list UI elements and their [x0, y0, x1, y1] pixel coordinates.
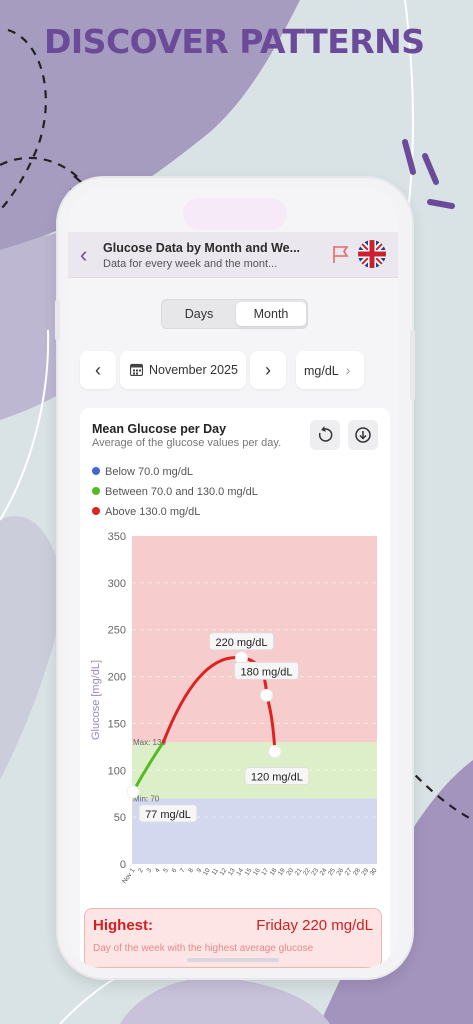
x-tick-label: 5 [162, 867, 170, 874]
highlight-value: Friday 220 mg/dL [256, 917, 373, 934]
x-tick-label: 19 [277, 867, 287, 877]
phone-volume-button [55, 300, 60, 340]
series-segment-high [161, 655, 243, 744]
data-label: 77 mg/dL [145, 809, 191, 821]
calendar-icon [129, 363, 144, 377]
x-tick-label: 23 [310, 867, 320, 877]
phone-side-button [410, 330, 415, 400]
previous-month-button[interactable]: ‹ [80, 351, 116, 389]
download-button[interactable] [348, 420, 378, 450]
data-label-box [209, 632, 274, 651]
x-tick-label: 22 [302, 867, 312, 877]
x-tick-label: 11 [210, 867, 220, 877]
chevron-right-icon: › [265, 360, 271, 380]
data-label: 120 mg/dL [251, 772, 303, 784]
period-label: November 2025 [149, 363, 238, 377]
x-tick-label: 12 [219, 867, 229, 877]
x-tick-label: 29 [360, 867, 370, 877]
x-tick-label: 18 [269, 867, 279, 877]
x-tick-label: 15 [244, 867, 254, 877]
highlight-description: Day of the week with the highest average… [93, 943, 314, 954]
y-axis-label: Glucose [mg/dL] [90, 660, 102, 740]
x-tick-label: 24 [319, 867, 329, 877]
data-point [126, 785, 140, 799]
x-tick-label: 13 [227, 867, 237, 877]
y-tick-label: 300 [108, 578, 126, 590]
chevron-left-icon: ‹ [95, 360, 101, 380]
card-subtitle: Average of the glucose values per day. [92, 437, 282, 449]
legend-item-between: Between 70.0 and 130.0 mg/dL [92, 486, 258, 498]
month-picker-button[interactable]: November 2025 [120, 351, 246, 389]
unit-selector[interactable]: mg/dL › [296, 351, 364, 389]
legend-item-below: Below 70.0 mg/dL [92, 466, 193, 478]
x-tick-label: 27 [344, 867, 354, 877]
data-label: 180 mg/dL [241, 666, 293, 678]
chevron-left-icon[interactable]: ‹ [80, 242, 88, 267]
x-tick-label: 25 [327, 867, 337, 877]
unit-label: mg/dL [304, 364, 339, 378]
data-label-box [234, 661, 299, 680]
segment-days[interactable]: Days [184, 307, 214, 321]
x-tick-label: 10 [202, 867, 212, 877]
x-tick-label: 7 [179, 867, 187, 874]
x-tick-label: 26 [335, 867, 345, 877]
legend-item-above: Above 130.0 mg/dL [92, 506, 200, 518]
dynamic-island [183, 198, 287, 230]
uk-flag-icon[interactable] [358, 240, 386, 268]
x-tick-label: 8 [187, 867, 195, 874]
y-tick-label: 100 [108, 765, 126, 777]
segment-month[interactable]: Month [236, 302, 306, 326]
threshold-label: Max: 130 [133, 738, 166, 747]
y-tick-label: 50 [114, 812, 126, 824]
reset-icon [318, 426, 333, 442]
y-tick-label: 0 [120, 859, 126, 871]
flag-outline-icon[interactable] [332, 244, 350, 264]
x-tick-label: 16 [252, 867, 262, 877]
y-tick-label: 350 [108, 531, 126, 543]
home-indicator [187, 958, 279, 962]
download-icon [355, 427, 371, 443]
data-label: 220 mg/dL [215, 637, 267, 649]
next-month-button[interactable]: › [250, 351, 286, 389]
threshold-label: Min: 70 [133, 794, 160, 803]
headline: DISCOVER PATTERNS [44, 22, 425, 61]
x-tick-label: 28 [352, 867, 362, 877]
y-tick-label: 200 [108, 672, 126, 684]
card-title: Mean Glucose per Day [92, 422, 227, 436]
data-label-box [138, 804, 198, 823]
x-tick-label: 4 [154, 867, 162, 874]
page-title: Glucose Data by Month and We... [103, 241, 301, 255]
x-tick-label: 14 [235, 867, 245, 877]
glucose-chart: 0 50 100 150 200 250 300 350 Glucose [mg/dL] Max:… [90, 531, 379, 885]
data-label-box [244, 767, 310, 785]
x-tick-label: 2 [137, 867, 145, 874]
highlight-label: Highest: [93, 917, 153, 934]
period-segmented-control: Days Month [161, 299, 308, 329]
data-point [268, 745, 282, 759]
app-header: ‹ Glucose Data by Month and We... Data f… [68, 232, 398, 278]
y-tick-label: 250 [108, 625, 126, 637]
mean-glucose-card: Mean Glucose per Day Average of the gluc… [80, 408, 390, 968]
reset-button[interactable] [310, 420, 340, 450]
data-point [260, 688, 274, 702]
x-tick-label: 17 [260, 867, 270, 877]
page-subtitle: Data for every week and the mont... [103, 258, 278, 270]
x-tick-label: 3 [146, 867, 154, 874]
x-tick-label: 30 [369, 867, 379, 877]
x-tick-label: 6 [171, 867, 179, 874]
x-tick-label: 9 [196, 867, 204, 874]
app-screen: ‹ Glucose Data by Month and We... Data f… [68, 188, 398, 968]
y-tick-label: 150 [108, 718, 126, 730]
x-tick-label: 21 [294, 867, 304, 877]
chevron-right-icon: › [345, 362, 351, 378]
x-tick-label: 20 [285, 867, 295, 877]
